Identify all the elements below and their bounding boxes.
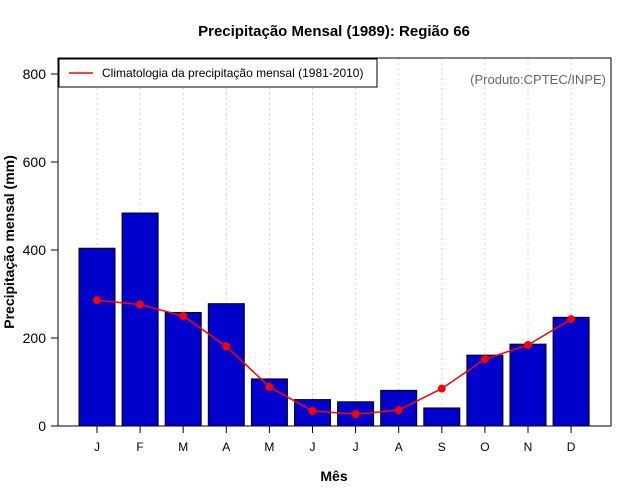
bar-9-S	[423, 407, 461, 427]
x-tick-label-1: J	[94, 440, 100, 454]
climatology-point-12	[567, 315, 576, 324]
x-tick-label-10: O	[480, 440, 489, 454]
x-tick-label-3: M	[178, 440, 188, 454]
x-tick-label-11: N	[524, 440, 533, 454]
bar-12-D	[552, 316, 590, 427]
legend: Climatologia da precipitação mensal (198…	[58, 58, 378, 88]
bar-1-J	[78, 247, 116, 427]
source-annotation: (Produto:CPTEC/INPE)	[470, 72, 606, 87]
climatology-point-10	[480, 355, 489, 364]
x-tick-label-4: A	[222, 440, 230, 454]
legend-box	[58, 58, 378, 88]
bar-3-M	[164, 311, 202, 427]
climatology-point-2	[136, 300, 145, 309]
y-tick-label-800: 800	[23, 66, 47, 82]
bar-layer	[78, 212, 590, 427]
climatology-point-1	[93, 296, 101, 305]
x-tick-label-2: F	[136, 440, 143, 454]
bar-10-O	[466, 354, 504, 427]
x-tick-label-9: S	[438, 440, 446, 454]
x-axis-label: Mês	[320, 468, 347, 484]
plot-frame	[57, 57, 612, 427]
bar-2-F	[121, 212, 159, 427]
y-tick-label-0: 0	[38, 418, 46, 434]
chart-title: Precipitação Mensal (1989): Região 66	[198, 23, 470, 40]
bar-4-A	[207, 303, 245, 427]
axis-layer: 0 200 400 600 800 J F M A M J J A S O N D	[23, 66, 576, 454]
climatology-line	[96, 299, 572, 415]
climatology-point-11	[524, 341, 532, 350]
climatology-line-layer	[93, 296, 576, 419]
climatology-point-9	[437, 384, 446, 393]
y-axis-label: Precipitação mensal (mm)	[1, 155, 17, 329]
y-tick-label-600: 600	[23, 154, 47, 170]
climatology-point-7	[351, 410, 360, 419]
bar-8-A	[380, 389, 418, 427]
climatology-point-8	[394, 406, 403, 415]
bar-11-N	[509, 343, 547, 427]
x-tick-label-6: J	[310, 440, 316, 454]
x-tick-label-5: M	[264, 440, 274, 454]
y-tick-label-400: 400	[23, 242, 47, 258]
legend-entry-climatology: Climatologia da precipitação mensal (198…	[102, 66, 363, 80]
x-tick-label-12: D	[567, 440, 576, 454]
y-tick-label-200: 200	[23, 330, 47, 346]
climatology-point-5	[265, 382, 274, 391]
x-tick-label-8: A	[395, 440, 403, 454]
climatology-point-3	[179, 312, 188, 320]
x-tick-label-7: J	[353, 440, 359, 454]
climatology-point-6	[308, 407, 317, 416]
climatology-point-4	[222, 342, 231, 351]
